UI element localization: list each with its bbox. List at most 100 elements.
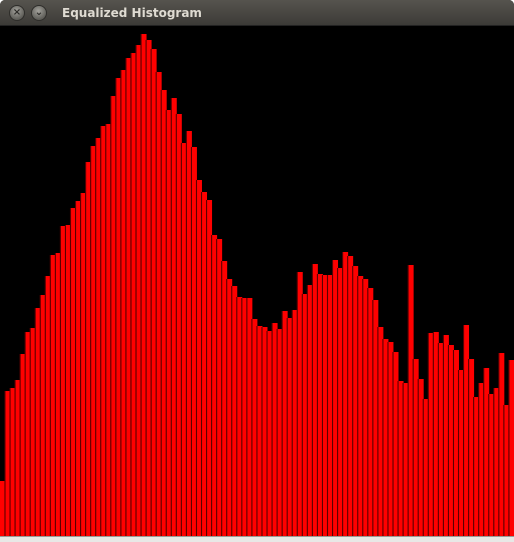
histogram-bar — [15, 380, 21, 536]
histogram-bar-separator — [286, 318, 288, 536]
histogram-bar — [120, 70, 127, 536]
histogram-bar — [327, 275, 333, 536]
histogram-bar — [95, 138, 102, 536]
histogram-bar — [413, 359, 419, 536]
histogram-bar — [498, 353, 505, 536]
histogram-bar-separator — [493, 388, 495, 536]
histogram-bar-separator — [412, 359, 414, 536]
histogram-bar-separator — [457, 370, 460, 536]
histogram-bar — [45, 276, 51, 536]
histogram-bar-separator — [402, 383, 404, 536]
histogram-chart — [0, 34, 514, 536]
histogram-bar-separator — [145, 40, 147, 536]
histogram-bar — [70, 208, 76, 536]
histogram-bar-separator — [301, 294, 303, 536]
histogram-bar — [448, 345, 454, 536]
histogram-bar-separator — [160, 90, 162, 536]
histogram-bar-separator — [206, 200, 208, 536]
histogram-bar — [292, 310, 298, 536]
histogram-bar-separator — [175, 114, 177, 536]
histogram-bar — [80, 193, 87, 536]
histogram-bar-separator — [498, 353, 500, 536]
histogram-bar-separator — [29, 328, 31, 536]
histogram-bar-separator — [200, 192, 203, 536]
histogram-bar — [20, 354, 26, 536]
close-button[interactable]: × — [9, 5, 25, 21]
histogram-bar-separator — [437, 343, 439, 536]
histogram-bar-separator — [221, 261, 223, 536]
histogram-bar-separator — [352, 266, 354, 536]
histogram-bar — [35, 308, 41, 536]
histogram-bar — [171, 98, 177, 536]
histogram-bar — [408, 265, 414, 536]
close-icon: × — [12, 7, 22, 18]
histogram-bar-separator — [387, 342, 389, 536]
histogram-bar — [508, 360, 514, 536]
histogram-bar-separator — [478, 383, 480, 536]
histogram-bar — [196, 180, 202, 536]
histogram-bar — [398, 381, 404, 536]
histogram-bar-separator — [9, 388, 11, 536]
histogram-bar — [110, 96, 117, 536]
histogram-bar-separator — [256, 326, 258, 536]
histogram-bar — [277, 329, 283, 536]
histogram-bar — [105, 124, 112, 536]
histogram-bar-separator — [261, 327, 263, 536]
histogram-bar — [55, 253, 61, 536]
histogram-bar — [443, 335, 449, 536]
histogram-bar — [297, 272, 303, 536]
histogram-bar — [136, 45, 142, 536]
histogram-bar-separator — [120, 70, 122, 536]
histogram-bar — [282, 311, 288, 536]
minimize-button[interactable]: ⌄ — [31, 5, 47, 21]
histogram-bar-separator — [367, 288, 369, 536]
histogram-bar-separator — [422, 399, 424, 536]
histogram-bar — [438, 343, 444, 536]
histogram-bar-separator — [226, 279, 228, 536]
histogram-bar-separator — [190, 147, 192, 536]
histogram-bar — [75, 201, 82, 536]
histogram-bar — [332, 260, 339, 536]
histogram-bar — [418, 379, 424, 536]
histogram-bar — [100, 126, 107, 536]
histogram-bar-separator — [463, 325, 465, 536]
histogram-bar-separator — [468, 359, 470, 536]
histogram-bar — [267, 331, 273, 536]
histogram-bar — [191, 147, 197, 536]
histogram-bar — [60, 226, 66, 536]
histogram-bar — [388, 342, 394, 536]
histogram-bar — [322, 275, 328, 536]
histogram-bar-separator — [19, 354, 21, 536]
histogram-bar — [161, 90, 167, 536]
histogram-bar — [382, 339, 389, 536]
histogram-bar-separator — [347, 256, 349, 536]
histogram-bar — [317, 274, 323, 536]
histogram-bar — [211, 235, 218, 536]
histogram-bar-separator — [276, 329, 278, 536]
histogram-bar-separator — [473, 397, 475, 536]
histogram-bar — [433, 332, 439, 536]
histogram-bar-separator — [150, 49, 152, 536]
histogram-bar — [201, 192, 208, 536]
title-bar[interactable]: × ⌄ Equalized Histogram — [0, 0, 514, 26]
histogram-bar — [125, 58, 132, 536]
histogram-bar — [131, 53, 137, 536]
histogram-bar — [0, 481, 6, 536]
histogram-bar-separator — [407, 265, 409, 536]
histogram-bar — [257, 326, 263, 536]
histogram-bar — [393, 352, 399, 536]
histogram-bar-separator — [452, 350, 455, 536]
minimize-icon: ⌄ — [34, 7, 44, 18]
histogram-bar — [40, 295, 46, 536]
histogram-bar-separator — [296, 272, 298, 536]
histogram-bar-separator — [130, 53, 132, 536]
histogram-bar — [287, 318, 293, 536]
histogram-bar-separator — [69, 208, 72, 536]
histogram-bar — [30, 328, 36, 536]
histogram-bar-separator — [362, 279, 364, 536]
histogram-bar — [302, 294, 308, 536]
histogram-bar — [246, 298, 253, 536]
histogram-bar — [483, 368, 490, 536]
histogram-bar-separator — [503, 405, 505, 536]
